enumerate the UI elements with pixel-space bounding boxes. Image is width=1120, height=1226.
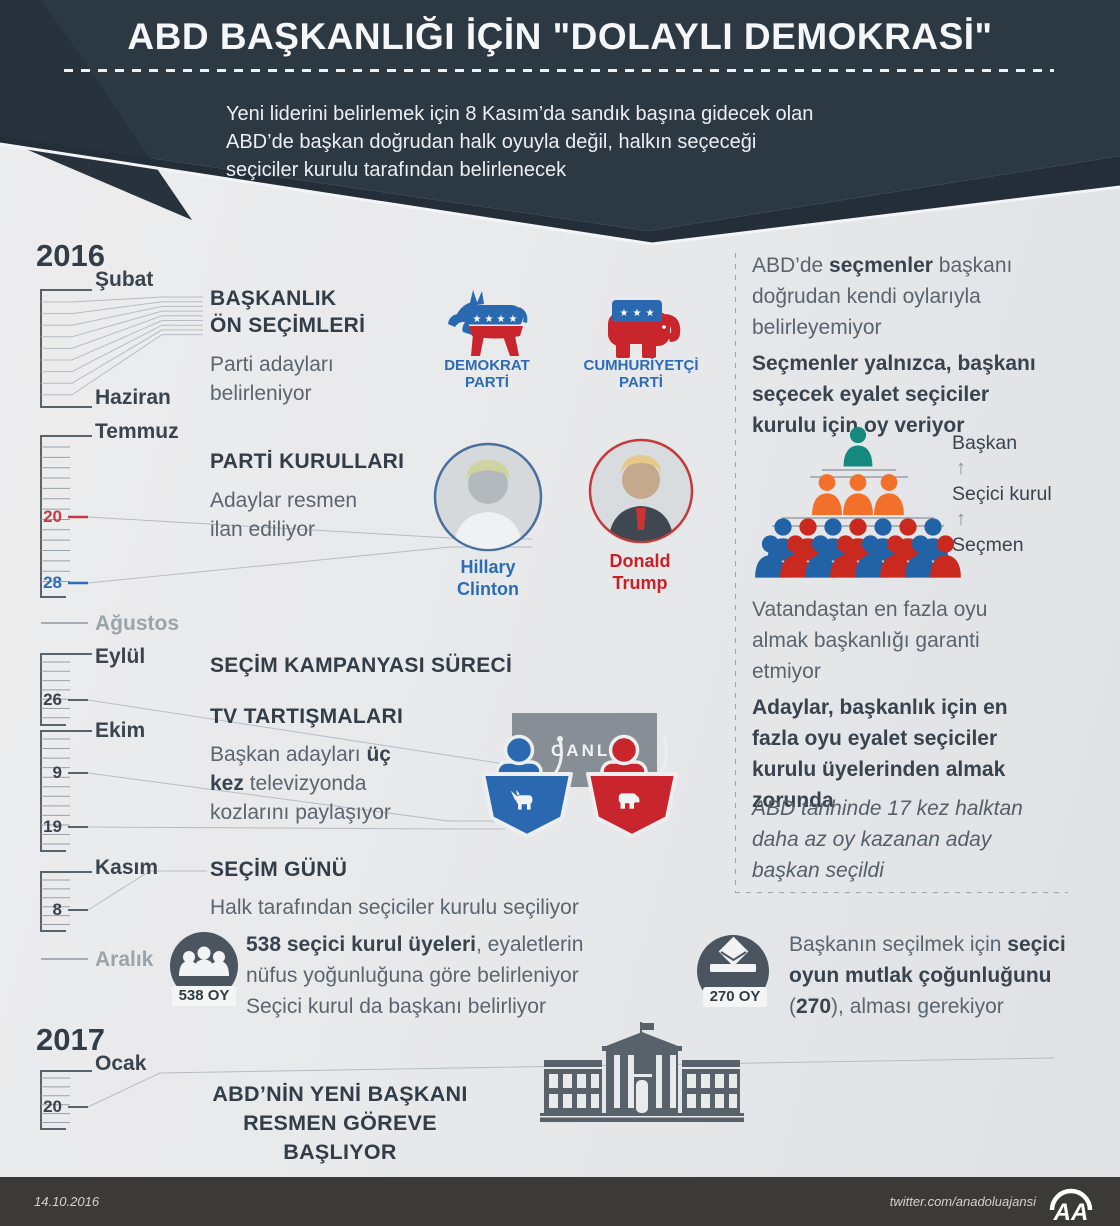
month-temmuz: Temmuz [95, 420, 179, 443]
aa-agency-logo: AA [1049, 1188, 1093, 1224]
democrat-donkey-icon: ★ ★ ★ ★ [448, 290, 528, 356]
electoral-pyramid-icon [755, 426, 961, 578]
month-agustos: Ağustos [95, 612, 179, 635]
year-2016: 2016 [36, 238, 105, 273]
day-temmuz-28: 28 [43, 573, 62, 592]
tv-debates-title: TV TARTIŞMALARI [210, 705, 404, 728]
majority-270-text: Başkanın seçilmek için seçici oyun mutla… [789, 929, 1119, 1022]
majority-270-part: ), alması gerekiyor [831, 995, 1004, 1018]
conventions-desc: Adaylar resmen ilan ediliyor [210, 489, 358, 541]
month-ocak: Ocak [95, 1052, 147, 1075]
donald-trump-label: Donald Trump [609, 551, 671, 593]
aside-paragraph-5: ABD tarihinde 17 kez halktan daha az oy … [752, 797, 1023, 882]
svg-text:★: ★ [633, 308, 642, 319]
year-2017: 2017 [36, 1022, 105, 1057]
republican-party-label: CUMHURİYETÇİ PARTİ [583, 357, 699, 391]
tv-debates-desc: Başkan adayları üç kez televizyonda kozl… [210, 740, 430, 827]
hillary-clinton-label: Hillary Clinton [457, 557, 519, 599]
month-ekim: Ekim [95, 719, 146, 742]
electors-538-bold: 538 seçici kurul üyeleri [246, 933, 476, 956]
primaries-title: BAŞKANLIK ÖN SEÇİMLERİ [210, 287, 366, 337]
tv-desc-bold: üç kez [210, 743, 391, 795]
aside-border-left [735, 253, 736, 893]
pyramid-label-voters: Seçmen [952, 534, 1024, 556]
svg-text:★: ★ [620, 308, 629, 319]
arrow-up-icon: ↑ [956, 508, 966, 530]
majority-270-part: ( [789, 995, 796, 1018]
day-ekim-9: 9 [52, 763, 62, 782]
svg-text:★: ★ [473, 314, 482, 325]
election-day-desc: Halk tarafından seçiciler kurulu seçiliy… [210, 896, 579, 919]
day-ocak-20: 20 [43, 1097, 62, 1116]
electors-538-icon [170, 932, 238, 1000]
aside-paragraph-1: ABD’de seçmenler başkanı doğrudan kendi … [752, 250, 1062, 343]
title-divider [64, 69, 1054, 72]
aside-paragraph-4: Adaylar, başkanlık için en fazla oyu eya… [752, 696, 1008, 812]
svg-text:★: ★ [485, 314, 494, 325]
footer-bar [0, 1177, 1120, 1226]
month-subat: Şubat [95, 268, 154, 291]
day-temmuz-20: 20 [43, 507, 62, 526]
month-eylul: Eylül [95, 645, 146, 668]
intro-text: Yeni liderini belirlemek için 8 Kasım’da… [226, 103, 814, 181]
primaries-desc: Parti adayları belirleniyor [210, 353, 334, 405]
election-day-title: SEÇİM GÜNÜ [210, 858, 348, 881]
tv-screen-label: CANLI [551, 741, 618, 760]
footer-twitter-handle: twitter.com/anadoluajansi [889, 1194, 1036, 1209]
day-ekim-19: 19 [43, 817, 62, 836]
electors-538-rest: , eyaletlerin nüfus yoğunluğuna göre bel… [246, 933, 584, 1018]
svg-text:★: ★ [646, 308, 655, 319]
debate-podiums-icon [481, 734, 678, 838]
donald-trump-photo [588, 438, 694, 544]
hero-background [0, 0, 1120, 246]
aside-paragraph-3: Vatandaştan en fazla oyu almak başkanlığ… [752, 598, 988, 683]
inauguration-title: ABD’NİN YENİ BAŞKANI RESMEN GÖREVE BAŞLI… [212, 1082, 468, 1164]
aside-border-bottom [735, 892, 1068, 893]
majority-270-bold: 270 [796, 995, 832, 1018]
majority-270-part: Başkanın seçilmek için [789, 933, 1008, 956]
conventions-title: PARTİ KURULLARI [210, 450, 405, 473]
month-haziran: Haziran [95, 386, 171, 409]
democrat-party-label: DEMOKRAT PARTİ [444, 357, 530, 391]
page-title: ABD BAŞKANLIĞI İÇİN "DOLAYLI DEMOKRASİ" [127, 16, 993, 57]
campaign-title: SEÇİM KAMPANYASI SÜRECİ [210, 654, 513, 677]
aside-p1-part: ABD’de [752, 254, 830, 277]
svg-text:★: ★ [497, 314, 506, 325]
month-aralik: Aralık [95, 948, 154, 971]
month-kasim: Kasım [95, 856, 159, 879]
hillary-clinton-photo [433, 442, 543, 552]
pyramid-label-electors: Seçici kurul [952, 483, 1052, 505]
svg-text:★: ★ [509, 314, 518, 325]
footer-date: 14.10.2016 [34, 1194, 100, 1209]
majority-270-badge: 270 OY [703, 987, 767, 1007]
aside-p1-bold: seçmenler [829, 254, 933, 277]
tv-desc-part: Başkan adayları [210, 743, 367, 766]
pyramid-label-president: Başkan [952, 432, 1018, 454]
arrow-up-icon: ↑ [956, 457, 966, 479]
day-eylul-26: 26 [43, 690, 62, 709]
majority-270-bold: seçici oyun mutlak çoğunluğunu [789, 933, 1066, 987]
svg-text:AA: AA [1053, 1199, 1089, 1224]
republican-elephant-icon: ★ ★ ★ [608, 300, 681, 362]
tv-desc-part: televizyonda kozlarını paylaşıyor [210, 772, 391, 824]
aside-p1-part: başkanı doğrudan kendi oylarıyla belirle… [752, 254, 1013, 339]
electors-538-badge: 538 OY [172, 986, 236, 1006]
electors-538-text: 538 seçici kurul üyeleri, eyaletlerin nü… [246, 929, 666, 1022]
day-kasim-8: 8 [52, 900, 62, 919]
white-house-icon [540, 1022, 744, 1122]
aside-paragraph-2: Seçmenler yalnızca, başkanı seçecek eyal… [752, 352, 1036, 437]
